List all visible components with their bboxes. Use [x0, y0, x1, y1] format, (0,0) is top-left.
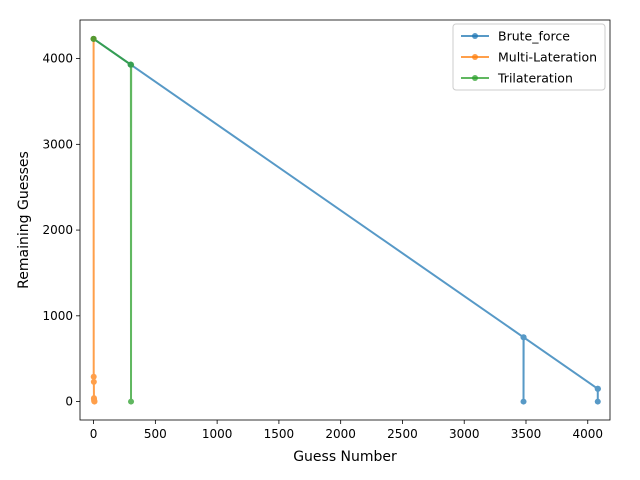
x-axis-label: Guess Number [293, 449, 397, 465]
y-tick-label: 1000 [42, 309, 73, 323]
series-trilateration [90, 35, 135, 405]
x-tick-label: 1000 [202, 427, 233, 441]
plot-frame [79, 19, 611, 421]
x-tick-label: 2500 [387, 427, 418, 441]
x-tick-label: 2000 [325, 427, 356, 441]
data-point-multi-lateration [90, 378, 97, 385]
data-point-brute-force [520, 398, 527, 405]
data-point-brute-force [594, 385, 601, 392]
series-layer [90, 35, 601, 405]
legend-swatch-marker [472, 33, 478, 39]
y-tick-label: 2000 [42, 223, 73, 237]
legend-swatch-marker [472, 75, 478, 81]
y-tick-label: 0 [65, 395, 73, 409]
x-tick-label: 4000 [572, 427, 603, 441]
y-tick-label: 4000 [42, 52, 73, 66]
series-line-multi-lateration [92, 38, 96, 403]
data-point-trilateration [128, 398, 135, 405]
data-point-trilateration [90, 35, 97, 42]
series-multi-lateration [90, 35, 98, 405]
legend-label: Multi-Lateration [498, 50, 597, 65]
y-tick-label: 3000 [42, 137, 73, 151]
legend: Brute_force Multi-Lateration Trilateration [452, 23, 606, 91]
data-point-multi-lateration [91, 398, 98, 405]
legend-label: Brute_force [498, 29, 570, 44]
x-tick-label: 3000 [449, 427, 480, 441]
x-tick-label: 500 [144, 427, 167, 441]
data-point-brute-force [594, 398, 601, 405]
x-axis-ticks: 0 500 1000 1500 2000 2500 3000 3500 4000 [90, 420, 603, 441]
data-point-trilateration [128, 61, 135, 68]
y-axis-ticks: 0 1000 2000 3000 4000 [42, 52, 80, 409]
legend-box [452, 23, 606, 91]
x-tick-label: 0 [90, 427, 98, 441]
legend-item-trilateration: Trilateration [461, 71, 573, 86]
data-point-brute-force [520, 334, 527, 341]
x-tick-label: 1500 [264, 427, 295, 441]
legend-item-brute-force: Brute_force [461, 29, 570, 44]
data-point-multi-lateration [90, 373, 97, 380]
legend-label: Trilateration [497, 71, 573, 86]
legend-item-multi-lateration: Multi-Lateration [461, 50, 597, 65]
x-tick-label: 3500 [511, 427, 542, 441]
y-axis-label: Remaining Guesses [16, 151, 32, 289]
legend-swatch-marker [472, 54, 478, 60]
